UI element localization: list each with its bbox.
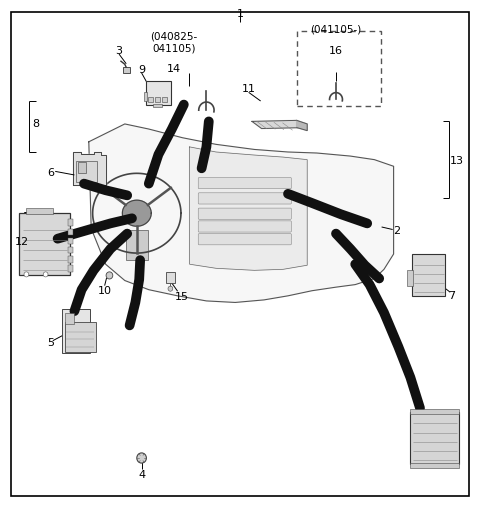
Text: 4: 4 <box>138 469 145 479</box>
Bar <box>148 98 153 103</box>
FancyBboxPatch shape <box>198 221 291 233</box>
Polygon shape <box>73 153 106 186</box>
Text: (041105-): (041105-) <box>311 24 361 35</box>
Bar <box>153 105 162 108</box>
FancyBboxPatch shape <box>198 209 291 220</box>
Bar <box>26 209 53 215</box>
Text: (040825-
041105): (040825- 041105) <box>151 32 198 53</box>
Text: 7: 7 <box>448 290 455 300</box>
Circle shape <box>43 272 48 277</box>
Bar <box>166 272 175 284</box>
Bar <box>78 163 86 174</box>
Bar <box>155 98 160 103</box>
Bar <box>123 68 130 74</box>
Text: 10: 10 <box>97 285 112 295</box>
Text: 13: 13 <box>450 155 464 165</box>
Polygon shape <box>89 125 394 303</box>
Bar <box>65 323 96 352</box>
Text: 6: 6 <box>47 168 54 178</box>
Circle shape <box>24 272 29 277</box>
FancyBboxPatch shape <box>198 234 291 245</box>
Text: 16: 16 <box>329 46 343 56</box>
Polygon shape <box>190 148 307 271</box>
Circle shape <box>106 272 113 279</box>
Bar <box>68 220 73 227</box>
Text: 11: 11 <box>241 84 256 94</box>
Text: 5: 5 <box>47 337 54 347</box>
Polygon shape <box>252 121 306 129</box>
Bar <box>162 98 167 103</box>
Bar <box>407 271 413 286</box>
Bar <box>19 214 70 276</box>
Text: 9: 9 <box>138 65 145 75</box>
Bar <box>412 254 445 296</box>
Bar <box>68 257 73 263</box>
Bar <box>68 247 73 254</box>
FancyBboxPatch shape <box>146 81 171 106</box>
Text: 2: 2 <box>394 225 401 235</box>
FancyBboxPatch shape <box>198 178 291 189</box>
Text: 12: 12 <box>14 237 28 247</box>
Polygon shape <box>122 201 151 227</box>
Bar <box>62 309 90 354</box>
Text: 1: 1 <box>237 9 243 19</box>
Bar <box>297 32 381 107</box>
Bar <box>410 463 459 468</box>
Text: 8: 8 <box>33 119 39 129</box>
Bar <box>68 266 73 272</box>
Bar <box>68 238 73 245</box>
Polygon shape <box>297 121 307 131</box>
Text: 14: 14 <box>167 64 181 74</box>
FancyBboxPatch shape <box>198 193 291 205</box>
Bar <box>68 229 73 236</box>
Bar <box>144 93 147 102</box>
Circle shape <box>137 453 146 463</box>
Circle shape <box>168 287 173 292</box>
Bar <box>126 230 148 261</box>
Bar <box>76 162 97 182</box>
Text: 3: 3 <box>116 46 122 56</box>
Text: 15: 15 <box>174 291 189 301</box>
Bar <box>65 314 74 325</box>
Bar <box>410 409 459 414</box>
Bar <box>410 412 459 464</box>
